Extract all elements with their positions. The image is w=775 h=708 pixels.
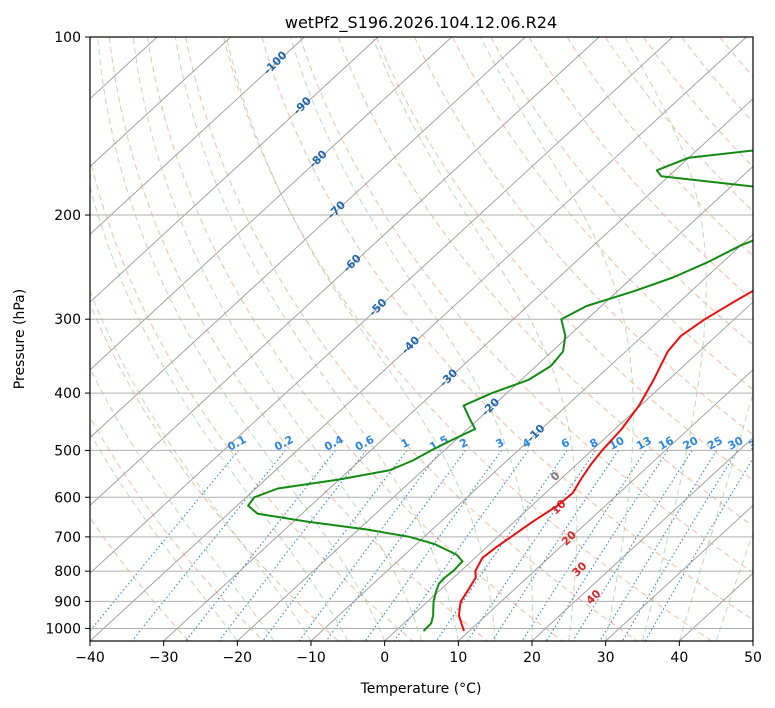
mixing-ratio-line — [572, 450, 693, 641]
x-tick-label: 10 — [449, 650, 467, 666]
moist-adiabat-line — [624, 37, 707, 641]
dry-adiabat-line — [299, 37, 753, 574]
moist-adiabat-line — [290, 37, 533, 641]
dry-adiabat-line — [108, 37, 488, 641]
mixing-ratio-line — [644, 457, 753, 641]
y-tick-label: 500 — [54, 443, 81, 459]
temperature-trace — [458, 289, 753, 632]
isotherm-line — [90, 37, 747, 641]
sounding-traces — [247, 149, 753, 632]
y-tick-label: 800 — [54, 564, 81, 580]
mixing-ratio-line — [185, 450, 336, 641]
mixing-ratio-line — [131, 450, 286, 641]
y-tick-label: 1000 — [45, 621, 81, 637]
y-tick-label: 900 — [54, 594, 81, 610]
y-tick-label: 600 — [54, 490, 81, 506]
dry-adiabat-line — [337, 37, 753, 527]
moist-adiabat-line — [480, 37, 634, 641]
chart-title: wetPf2_S196.2026.104.12.06.R24 — [285, 13, 557, 33]
x-axis-label: Temperature (°C) — [360, 681, 482, 697]
skewed-isotherms — [90, 37, 753, 641]
y-tick-label: 700 — [54, 530, 81, 546]
plot-frame — [89, 36, 754, 642]
moist-adiabat-line — [174, 37, 459, 641]
x-tick-label: 0 — [380, 650, 389, 666]
dry-adiabat-line — [90, 516, 190, 641]
mixing-ratio-label: 30 — [726, 434, 746, 453]
moist-adiabat-line — [132, 37, 422, 641]
isotherm-line — [90, 37, 379, 303]
moist-adiabat-line — [678, 391, 753, 641]
isotherm-line — [163, 98, 753, 641]
x-tick-label: 20 — [523, 650, 541, 666]
mixing-ratio-line — [262, 450, 408, 641]
isotherm-line — [90, 37, 305, 235]
moist-adiabat-line — [90, 367, 275, 641]
x-tick-label: −40 — [75, 650, 105, 666]
isotherm-line — [531, 437, 753, 641]
mixing-ratio-label: 13 — [634, 434, 654, 453]
dry-adiabat-line — [414, 37, 753, 436]
mixing-ratio-label: 36 — [747, 434, 767, 453]
isotherm-line — [90, 37, 526, 439]
x-tick-label: 40 — [670, 650, 688, 666]
mixing-ratio-line — [621, 450, 738, 641]
y-tick-label: 400 — [54, 386, 81, 402]
mixing-ratio-line — [325, 450, 466, 641]
dewpoint-trace — [247, 149, 753, 632]
y-tick-label: 300 — [54, 312, 81, 328]
moist-adiabat-line — [90, 432, 238, 641]
moist-adiabats — [90, 37, 753, 641]
dry-adiabat-line — [223, 37, 712, 641]
x-tick-label: −20 — [223, 650, 253, 666]
x-tick-label: −30 — [149, 650, 179, 666]
dry-adiabat-line — [528, 37, 753, 301]
moist-adiabat-line — [226, 37, 496, 641]
mixing-ratio-line — [90, 450, 240, 632]
y-tick-label: 100 — [54, 30, 81, 46]
dry-adiabat-line — [90, 416, 264, 641]
mixing-ratio-line — [218, 450, 367, 641]
y-tick-label: 200 — [54, 208, 81, 224]
y-axis-ticks: 100 200 300 400 500 600 700 800 900 1000 — [45, 30, 90, 637]
dry-adiabat-line — [375, 37, 753, 481]
dry-adiabat-line — [185, 37, 638, 641]
isotherm-line — [90, 37, 232, 168]
mixing-ratio-label: 16 — [656, 434, 676, 453]
y-axis-label: Pressure (hPa) — [12, 289, 28, 389]
mixing-ratio-lines — [90, 450, 753, 641]
x-tick-label: −10 — [296, 650, 326, 666]
isotherm-line — [458, 369, 753, 641]
dry-adiabat-line — [566, 37, 753, 257]
mixing-ratio-label: 25 — [705, 434, 725, 453]
mixing-ratio-line — [599, 450, 718, 641]
dry-adiabat-line — [261, 37, 753, 621]
mixing-ratio-label: 20 — [681, 434, 701, 453]
x-axis-ticks: −40 −30 −20 −10 0 10 20 30 40 50 — [75, 641, 762, 666]
x-tick-label: 50 — [744, 650, 762, 666]
mixing-ratio-line — [435, 450, 568, 641]
x-tick-label: 30 — [597, 650, 615, 666]
isotherm-line — [90, 37, 674, 574]
isotherm-line — [605, 504, 753, 641]
isotherm-line — [90, 37, 453, 371]
isotherm-line — [384, 301, 753, 641]
mixing-ratio-line — [393, 450, 529, 641]
dry-adiabats — [90, 37, 753, 641]
pressure-gridlines — [90, 37, 753, 629]
dry-adiabat-line — [146, 37, 563, 641]
isotherm-line — [90, 37, 600, 507]
moist-adiabat-line — [715, 531, 753, 641]
